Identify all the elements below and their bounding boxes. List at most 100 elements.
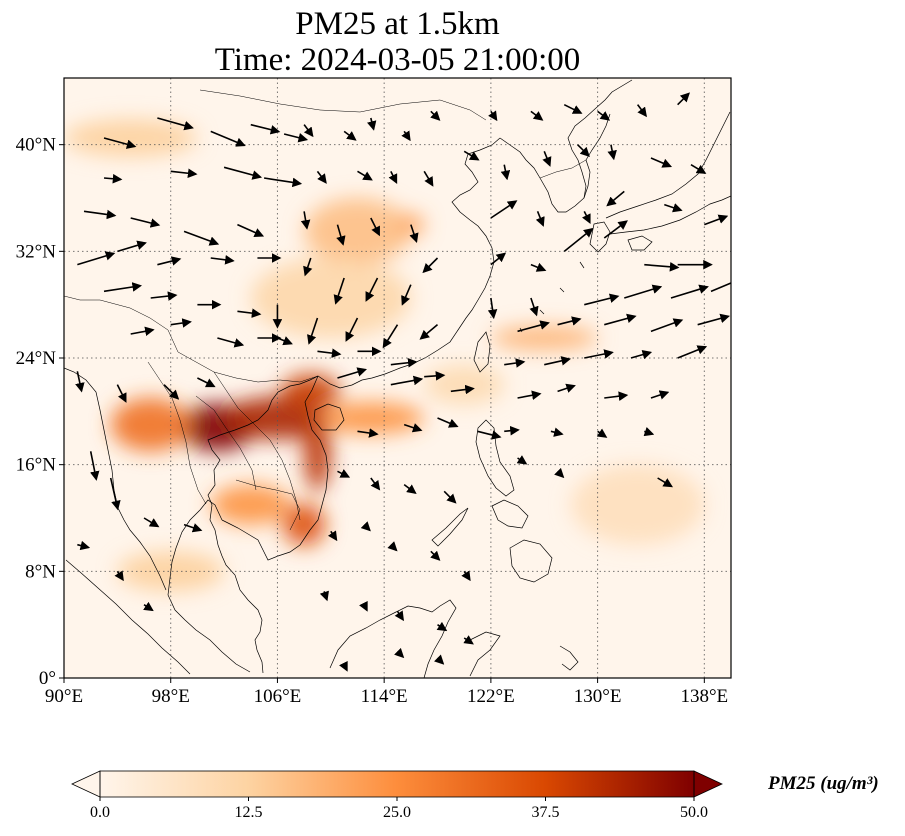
coastline-kyushu (589, 221, 611, 253)
wind-arrow (130, 217, 161, 228)
coastline-taiwan (473, 331, 491, 373)
wind-arrow (607, 144, 617, 161)
wind-arrow (419, 324, 439, 340)
wind-arrow (436, 621, 448, 632)
pm25-plume-7 (210, 484, 291, 525)
coastline-mainland (207, 137, 501, 674)
coastline-honshu (605, 111, 731, 219)
pm25-plume-9 (397, 214, 425, 236)
wind-arrow (430, 110, 441, 121)
border-thailand-laos (195, 395, 257, 491)
wind-arrow (387, 541, 398, 552)
wind-arrow (517, 320, 550, 333)
country-borders (64, 89, 587, 531)
wind-arrow (89, 451, 100, 481)
pm25-plume-3 (304, 411, 331, 492)
coastline-palawan (431, 507, 469, 547)
coastline-sumatra (65, 559, 191, 675)
wind-arrow (490, 200, 518, 219)
wind-arrow (596, 428, 608, 438)
coastline-myanmar (64, 367, 167, 591)
wind-arrow (584, 349, 614, 359)
wind-arrow (677, 92, 690, 106)
wind-arrow (487, 297, 498, 320)
map-frame (63, 77, 732, 679)
wind-arrow (307, 317, 319, 345)
wind-arrow (317, 348, 342, 358)
wind-arrow (603, 220, 628, 239)
wind-arrow (557, 316, 582, 326)
wind-arrow (237, 223, 265, 238)
wind-arrow (316, 170, 327, 184)
wind-arrow (557, 383, 576, 393)
wind-arrow (409, 224, 419, 243)
wind-arrow (77, 540, 91, 551)
wind-arrow (117, 240, 147, 253)
wind-arrow (422, 257, 439, 274)
wind-arrow (370, 477, 381, 491)
coastline-sulawesi (469, 631, 501, 677)
pm25-plume-5 (110, 398, 191, 452)
colorbar-tick-label: 50.0 (680, 804, 708, 821)
wind-arrow (606, 190, 625, 207)
wind-arrow (437, 417, 459, 428)
wind-arrow (357, 170, 373, 181)
wind-arrow (157, 256, 182, 266)
pm25-plume-2 (281, 374, 341, 409)
wind-arrow (303, 257, 313, 277)
colorbar-tick-label: 12.5 (235, 804, 263, 821)
lon-tick-label: 130°E (574, 686, 622, 707)
wind-arrow (390, 357, 418, 368)
wind-arrow (343, 130, 357, 141)
wind-arrow (697, 313, 730, 326)
map-axis-ticks: 90°E 98°E 106°E 114°E 122°E 130°E 138°E 0° 8°N 16… (16, 135, 729, 707)
wind-arrow (516, 455, 528, 465)
wind-arrow (170, 318, 192, 328)
border-india-china (64, 295, 100, 301)
wind-arrow (401, 130, 411, 142)
wind-arrow (542, 151, 552, 167)
wind-arrow (170, 168, 198, 179)
wind-arrow (390, 375, 424, 386)
wind-arrow (463, 150, 480, 161)
wind-arrow (183, 523, 203, 533)
wind-arrow (430, 550, 441, 561)
pm25-plume-11 (64, 119, 198, 157)
lon-tick-label: 114°E (361, 686, 408, 707)
wind-arrow (535, 211, 545, 227)
wind-arrow (367, 117, 377, 131)
wind-arrow (643, 427, 655, 437)
coastline-halmahera (559, 645, 579, 671)
wind-arrow (529, 297, 539, 317)
wind-arrow (403, 423, 423, 433)
pm25-plume-14 (250, 258, 411, 338)
coastline-hainan (313, 403, 345, 431)
wind-arrow (630, 349, 653, 360)
wind-arrow (401, 284, 412, 306)
wind-arrow (357, 428, 379, 438)
wind-arrow (336, 224, 346, 246)
wind-arrow (300, 211, 311, 230)
wind-arrow (581, 210, 591, 224)
lon-tick-label: 90°E (45, 686, 83, 707)
wind-arrow (210, 255, 235, 265)
wind-arrow (504, 425, 520, 436)
colorbar-tick-label: 37.5 (532, 804, 560, 821)
wind-arrow (109, 477, 121, 511)
wind-arrow (461, 570, 471, 582)
colorbar-tick-label: 0.0 (90, 804, 110, 821)
wind-arrow (424, 371, 446, 381)
wind-arrow (359, 600, 368, 612)
pm25-plume-10 (490, 326, 598, 350)
coastline-honshu-south (609, 195, 731, 235)
wind-arrow (388, 170, 398, 184)
wind-arrow (283, 133, 309, 143)
wind-arrow (103, 282, 143, 293)
colorbar-ticks: 0.0 12.5 25.0 37.5 50.0 (90, 797, 708, 821)
wind-arrow (103, 173, 123, 184)
wind-arrow (183, 230, 220, 246)
wind-arrow (463, 635, 474, 645)
wind-arrow (584, 293, 620, 306)
coastline-malay (167, 594, 251, 673)
wind-arrow (339, 660, 348, 672)
